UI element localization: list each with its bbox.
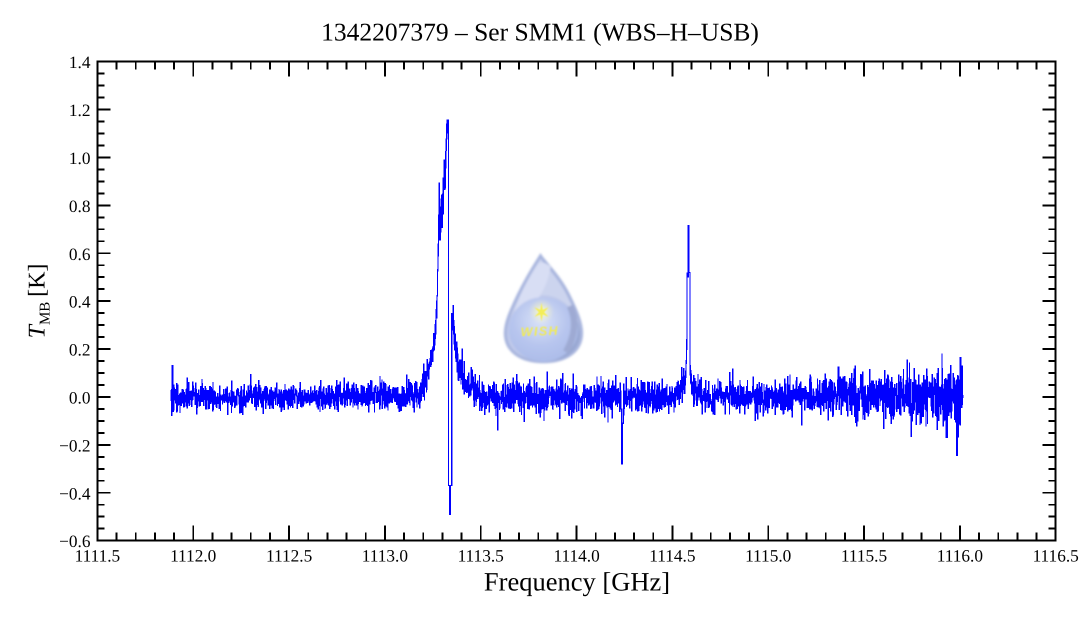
- svg-text:0.8: 0.8: [69, 197, 91, 216]
- svg-text:1112.5: 1112.5: [266, 547, 312, 566]
- svg-text:Frequency [GHz]: Frequency [GHz]: [484, 567, 670, 597]
- svg-text:0.2: 0.2: [69, 341, 91, 360]
- svg-text:1115.0: 1115.0: [745, 547, 791, 566]
- svg-text:−0.4: −0.4: [59, 484, 91, 503]
- svg-text:1.4: 1.4: [69, 53, 91, 72]
- svg-text:1.0: 1.0: [69, 149, 91, 168]
- svg-text:−0.6: −0.6: [59, 532, 91, 551]
- svg-text:1116.0: 1116.0: [937, 547, 983, 566]
- svg-text:WISH: WISH: [520, 324, 559, 340]
- svg-text:1116.5: 1116.5: [1033, 547, 1079, 566]
- svg-text:0.4: 0.4: [69, 293, 91, 312]
- svg-text:1111.5: 1111.5: [75, 547, 121, 566]
- svg-text:1113.0: 1113.0: [362, 547, 408, 566]
- svg-text:−0.2: −0.2: [59, 436, 90, 455]
- svg-text:1.2: 1.2: [69, 101, 91, 120]
- svg-text:1342207379 – Ser SMM1 (WBS–H–U: 1342207379 – Ser SMM1 (WBS–H–USB): [321, 18, 759, 47]
- svg-text:1114.5: 1114.5: [649, 547, 695, 566]
- svg-text:0.0: 0.0: [69, 389, 91, 408]
- svg-text:1113.5: 1113.5: [458, 547, 504, 566]
- svg-text:1115.5: 1115.5: [841, 547, 887, 566]
- svg-text:TMB [K]: TMB [K]: [25, 264, 54, 339]
- svg-text:0.6: 0.6: [69, 245, 91, 264]
- svg-text:1114.0: 1114.0: [553, 547, 599, 566]
- svg-text:1112.0: 1112.0: [170, 547, 216, 566]
